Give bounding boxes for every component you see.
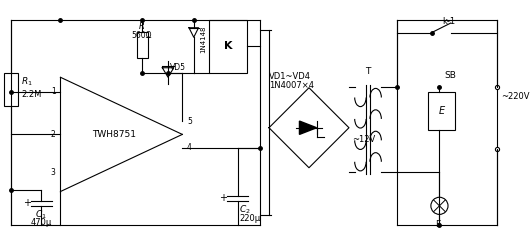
Text: TWH8751: TWH8751 bbox=[92, 130, 136, 139]
Text: +: + bbox=[219, 193, 227, 203]
Text: 220μ: 220μ bbox=[239, 214, 261, 223]
Text: ~220V: ~220V bbox=[501, 92, 530, 101]
Text: VD5: VD5 bbox=[170, 63, 186, 72]
Bar bbox=[4, 73, 18, 106]
Text: 2.2M: 2.2M bbox=[21, 90, 42, 99]
Text: 1: 1 bbox=[51, 87, 56, 96]
Text: 5: 5 bbox=[187, 117, 192, 126]
Text: 2: 2 bbox=[51, 130, 56, 139]
Text: E: E bbox=[435, 220, 440, 229]
Bar bbox=[136, 32, 148, 58]
Text: k-1: k-1 bbox=[442, 17, 456, 25]
Text: 470μ: 470μ bbox=[31, 219, 52, 227]
Text: 4: 4 bbox=[187, 143, 192, 152]
Circle shape bbox=[431, 197, 448, 214]
Text: $C_2$: $C_2$ bbox=[239, 203, 251, 216]
Text: $R$: $R$ bbox=[138, 20, 145, 31]
Polygon shape bbox=[299, 121, 316, 135]
Text: VD1~VD4: VD1~VD4 bbox=[269, 72, 311, 81]
Text: $R_1$: $R_1$ bbox=[21, 75, 33, 88]
Text: +: + bbox=[23, 198, 31, 208]
Bar bbox=[209, 20, 247, 73]
Text: SB: SB bbox=[444, 71, 456, 80]
Text: 1N4148: 1N4148 bbox=[200, 25, 207, 53]
Text: K: K bbox=[224, 41, 232, 51]
Text: 1N4007×4: 1N4007×4 bbox=[269, 81, 314, 90]
Text: $C_1$: $C_1$ bbox=[36, 208, 47, 221]
Text: 560Ω: 560Ω bbox=[131, 31, 152, 40]
Text: ~12V: ~12V bbox=[352, 135, 375, 144]
Text: T: T bbox=[365, 67, 371, 76]
Text: 3: 3 bbox=[51, 168, 56, 177]
Bar bbox=[428, 92, 455, 130]
Text: E: E bbox=[438, 106, 444, 116]
